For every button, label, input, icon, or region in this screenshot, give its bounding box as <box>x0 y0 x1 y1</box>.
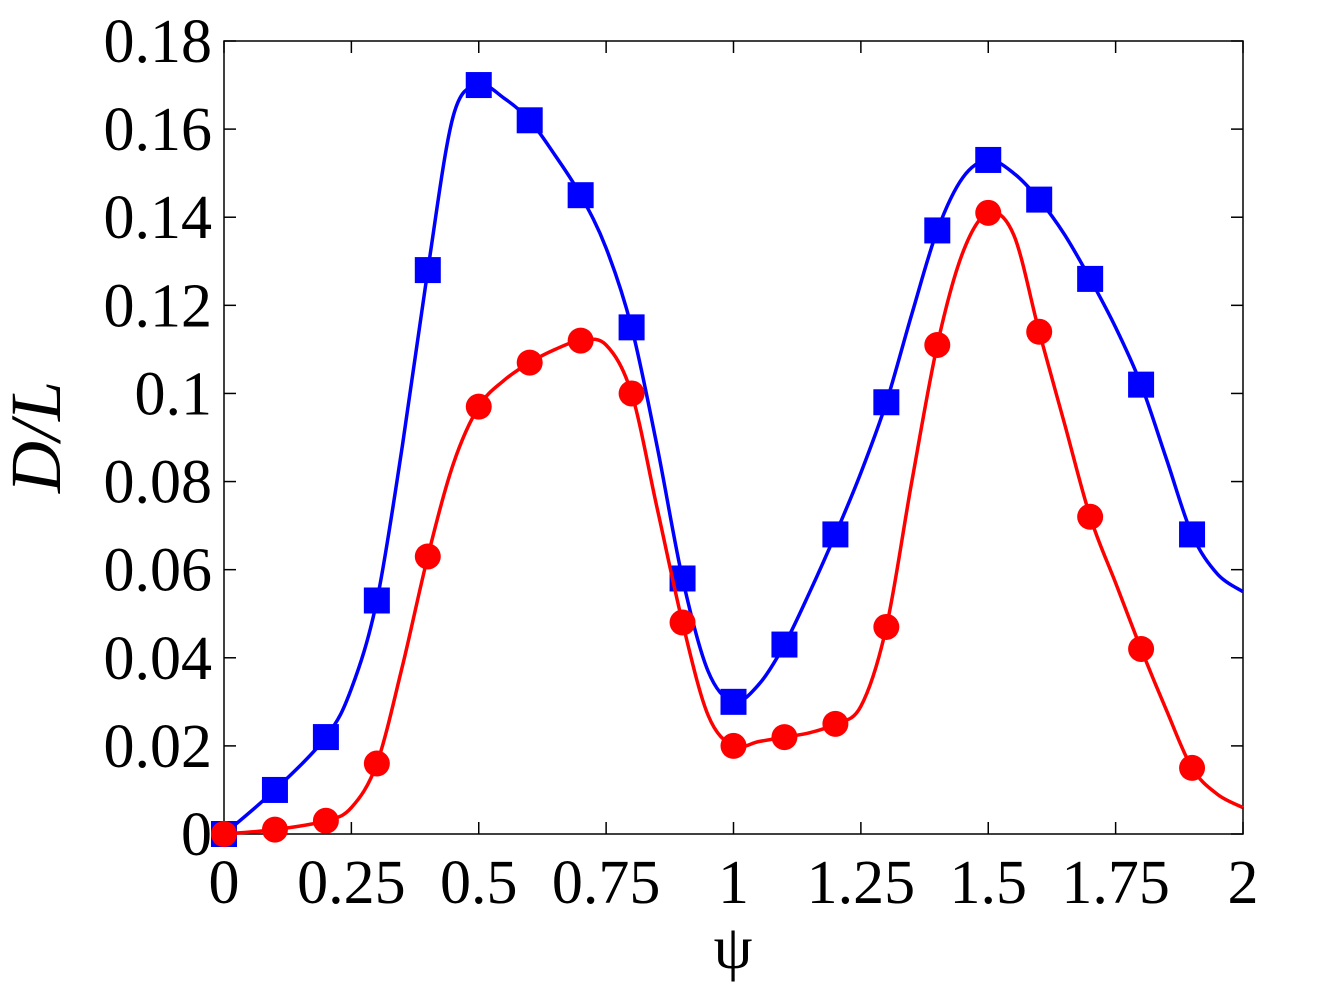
x-tick-label: 0 <box>209 849 240 917</box>
y-tick-label: 0.1 <box>135 360 213 428</box>
series-2-marker <box>414 543 441 570</box>
series-2-marker <box>1179 754 1206 781</box>
series-2-marker <box>312 807 339 834</box>
series-2-marker <box>567 327 594 354</box>
series-2-marker <box>363 750 390 777</box>
y-tick-label: 0.08 <box>104 449 213 517</box>
y-tick-label: 0.02 <box>104 713 213 781</box>
series-1-marker <box>1179 521 1206 548</box>
series-2-marker <box>1026 318 1053 345</box>
y-axis-label: D/L <box>0 381 76 494</box>
series-2-marker <box>211 821 237 847</box>
series-2-marker <box>618 380 645 407</box>
series-1-marker <box>516 107 543 134</box>
series-1-marker <box>873 389 900 416</box>
y-tick-label: 0.06 <box>104 537 213 605</box>
series-2-marker <box>1077 503 1104 530</box>
y-tick-label: 0 <box>181 801 212 869</box>
series-2-marker <box>924 331 951 358</box>
series-1-marker <box>975 146 1002 173</box>
y-tick-label: 0.16 <box>104 96 213 164</box>
series-1-marker <box>567 182 594 209</box>
series-1-line <box>222 82 1244 836</box>
series-1-marker <box>618 314 645 341</box>
series-2-marker <box>873 613 900 640</box>
x-axis-label: ψ <box>714 914 753 982</box>
series-1-marker <box>414 257 441 284</box>
series-1-marker <box>363 587 390 614</box>
y-tick-label: 0.12 <box>104 272 213 340</box>
series-2-marker <box>669 609 696 636</box>
series-1-marker <box>771 631 798 658</box>
series-1-marker <box>1026 186 1053 213</box>
series-1-marker <box>1077 265 1104 292</box>
series-2-marker <box>465 393 492 420</box>
series-2-marker <box>822 710 849 737</box>
series-2-marker <box>261 816 288 843</box>
series-2-marker <box>771 724 798 751</box>
x-tick-label: 1.5 <box>950 849 1028 917</box>
x-tick-label: 0.25 <box>297 849 406 917</box>
series-2 <box>211 199 1244 847</box>
series-2-line <box>223 210 1244 836</box>
x-tick-label: 0.75 <box>552 849 661 917</box>
series-2-marker <box>720 732 747 759</box>
series-layer <box>211 72 1244 847</box>
series-1-marker <box>924 217 951 244</box>
x-tick-label: 1.75 <box>1061 849 1170 917</box>
ticks-layer: 0 0.25 0.5 0.75 1 1.25 1.5 1.75 2 0 0.02 0.04 0.06 0.… <box>104 8 1259 917</box>
series-2-marker <box>975 199 1002 226</box>
x-tick-label: 0.5 <box>440 849 518 917</box>
plot-frame <box>223 40 1244 835</box>
x-tick-label: 1.25 <box>807 849 916 917</box>
series-1-marker <box>822 521 849 548</box>
x-tick-label: 1 <box>718 849 749 917</box>
series-1-marker <box>465 72 492 99</box>
series-1-marker <box>261 776 288 803</box>
series-1-marker <box>720 688 747 715</box>
series-2-marker <box>1128 635 1155 662</box>
series-1-marker <box>312 724 339 751</box>
series-1-marker <box>1128 371 1155 398</box>
y-tick-label: 0.04 <box>104 625 213 693</box>
y-tick-label: 0.18 <box>104 8 213 76</box>
series-2-marker <box>516 349 543 376</box>
x-tick-label: 2 <box>1228 849 1259 917</box>
y-tick-label: 0.14 <box>104 184 213 252</box>
series-1 <box>211 72 1244 847</box>
